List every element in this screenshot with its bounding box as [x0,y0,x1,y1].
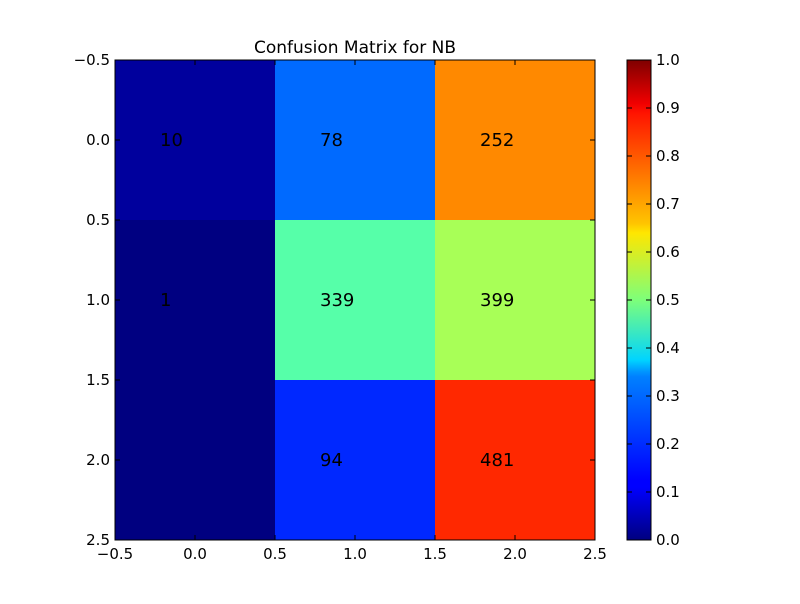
heatmap-cell [115,60,275,220]
cell-value-label: 78 [320,130,343,151]
x-tick-label: 2.5 [583,545,607,563]
y-tick-label: 1.0 [86,291,110,309]
heatmap-cell [115,220,275,380]
heatmap-cell [435,220,595,380]
colorbar-tick-label: 0.4 [656,339,680,357]
x-tick-label: 1.5 [423,545,447,563]
y-tick-label: 2.0 [86,451,110,469]
colorbar-tick-label: 0.9 [656,99,680,117]
x-tick-label: 1.0 [343,545,367,563]
x-tick-label: −0.5 [97,545,133,563]
colorbar: 0.0 0.1 0.2 0.3 0.4 0.5 0.6 0.7 0.8 0.9 1.0 [626,51,680,549]
cell-value-label: 339 [320,290,354,311]
colorbar-tick-label: 1.0 [656,51,680,69]
cell-value-label: 399 [480,290,514,311]
heatmap-cell [435,60,595,220]
heatmap-cell [435,380,595,540]
cell-value-label: 252 [480,130,514,151]
y-tick-label: 1.5 [86,371,110,389]
cell-value-label: 94 [320,450,343,471]
heatmap-cell [275,380,435,540]
colorbar-tick-label: 0.8 [656,147,680,165]
cell-value-label: 1 [160,290,171,311]
x-tick-label: 0.0 [183,545,207,563]
y-tick-label: 2.5 [86,531,110,549]
x-tick-label: 2.0 [503,545,527,563]
colorbar-tick-label: 0.6 [656,243,680,261]
colorbar-tick-label: 0.5 [656,291,680,309]
colorbar-tick-label: 0.7 [656,195,680,213]
cell-labels: 10 78 252 1 339 399 94 481 [160,130,514,471]
y-tick-label: 0.5 [86,211,110,229]
heatmap-cell [115,380,275,540]
y-tick-label: 0.0 [86,131,110,149]
colorbar-tick-label: 0.3 [656,387,680,405]
x-tick-label: 0.5 [263,545,287,563]
colorbar-tick-label: 0.2 [656,435,680,453]
heatmap-cells [115,60,595,540]
axes: −0.5 −0.5 0.0 0.0 0.5 0.5 1.0 1.0 1.5 1.5 2.0 2.0 2.… [74,51,607,563]
cell-value-label: 10 [160,130,183,151]
heatmap-cell [275,220,435,380]
y-tick-label: −0.5 [74,51,110,69]
colorbar-tick-label: 0.0 [656,531,680,549]
heatmap-cell [275,60,435,220]
colorbar-tick-label: 0.1 [656,483,680,501]
chart-title: Confusion Matrix for NB [254,38,456,58]
cell-value-label: 481 [480,450,514,471]
